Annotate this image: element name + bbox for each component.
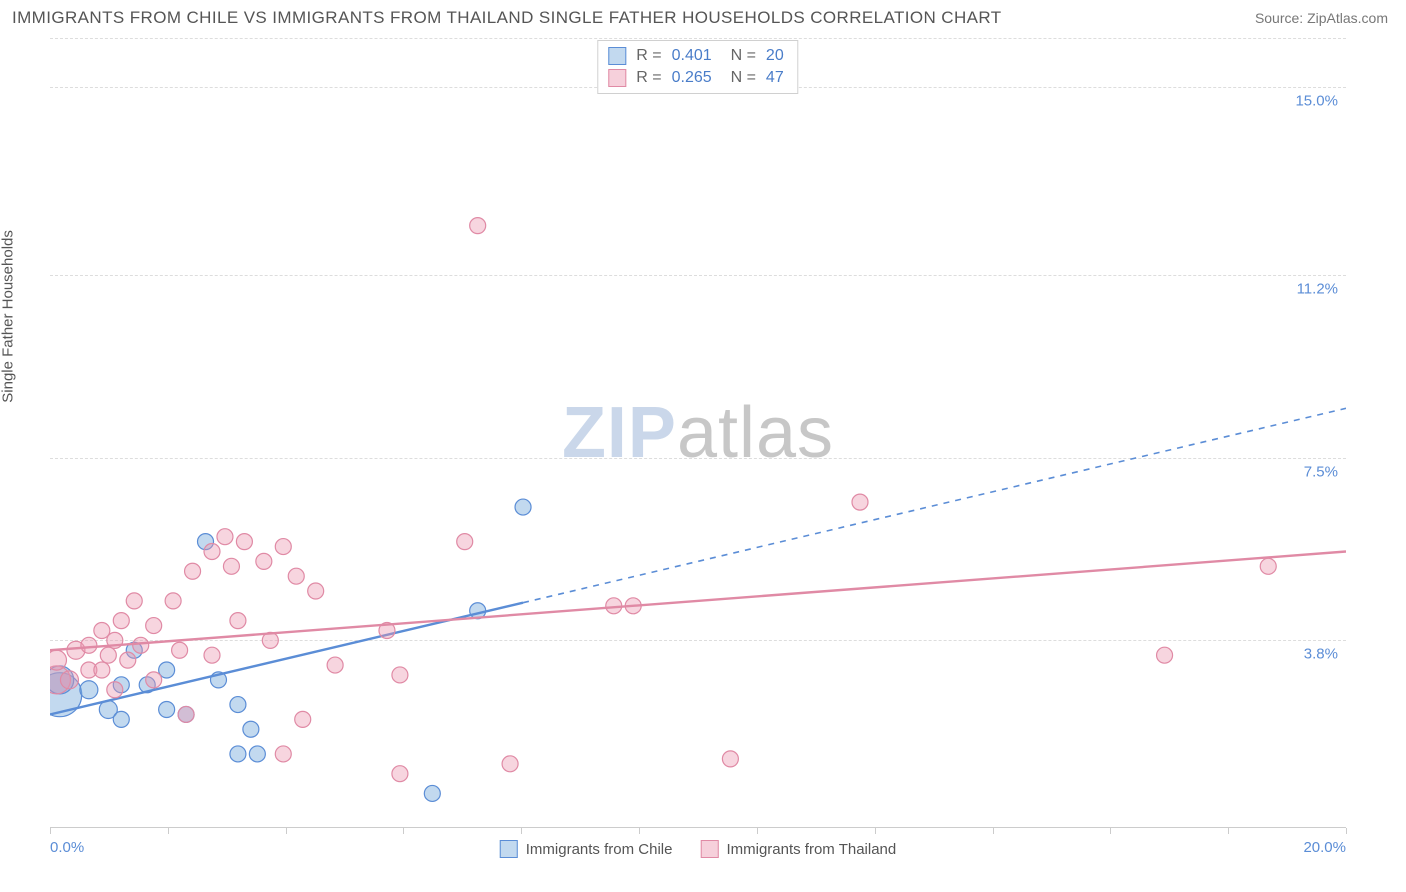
data-point: [424, 785, 440, 801]
data-point: [113, 711, 129, 727]
data-point: [852, 494, 868, 510]
data-point: [185, 563, 201, 579]
n-label: N =: [722, 45, 756, 67]
data-point: [243, 721, 259, 737]
data-point: [223, 558, 239, 574]
x-min-label: 0.0%: [50, 839, 84, 856]
legend-row-thailand: R = 0.265 N = 47: [608, 67, 783, 89]
plot-area: ZIPatlas 3.8%7.5%11.2%15.0% R = 0.401 N …: [50, 38, 1346, 828]
data-point: [94, 662, 110, 678]
data-point: [249, 746, 265, 762]
data-point: [146, 618, 162, 634]
data-point: [392, 766, 408, 782]
swatch-pink-icon: [608, 69, 626, 87]
data-point: [230, 697, 246, 713]
data-point: [172, 642, 188, 658]
data-point: [100, 647, 116, 663]
source-label: Source: ZipAtlas.com: [1255, 10, 1388, 26]
x-tick: [1346, 828, 1347, 834]
x-tick: [403, 828, 404, 834]
legend-label-chile: Immigrants from Chile: [526, 841, 673, 858]
data-point: [288, 568, 304, 584]
data-point: [120, 652, 136, 668]
scatter-plot: [50, 38, 1346, 828]
data-point: [204, 647, 220, 663]
data-point: [178, 706, 194, 722]
data-point: [308, 583, 324, 599]
data-point: [133, 637, 149, 653]
data-point: [327, 657, 343, 673]
r-label: R =: [636, 45, 661, 67]
data-point: [275, 746, 291, 762]
legend-item-thailand: Immigrants from Thailand: [700, 840, 896, 858]
trend-line: [50, 552, 1346, 651]
data-point: [515, 499, 531, 515]
trend-line-extrapolated: [523, 408, 1346, 602]
x-tick: [639, 828, 640, 834]
x-tick: [286, 828, 287, 834]
data-point: [275, 539, 291, 555]
x-tick: [168, 828, 169, 834]
data-point: [81, 637, 97, 653]
data-point: [230, 613, 246, 629]
n-label: N =: [722, 67, 756, 89]
legend-label-thailand: Immigrants from Thailand: [726, 841, 896, 858]
data-point: [217, 529, 233, 545]
data-point: [165, 593, 181, 609]
data-point: [1157, 647, 1173, 663]
data-point: [1260, 558, 1276, 574]
swatch-pink-icon: [700, 840, 718, 858]
legend-row-chile: R = 0.401 N = 20: [608, 45, 783, 67]
x-tick: [1110, 828, 1111, 834]
n-value-thailand: 47: [766, 67, 784, 89]
data-point: [107, 682, 123, 698]
legend-item-chile: Immigrants from Chile: [500, 840, 673, 858]
data-point: [126, 593, 142, 609]
r-label: R =: [636, 67, 661, 89]
data-point: [159, 702, 175, 718]
data-point: [236, 534, 252, 550]
data-point: [470, 218, 486, 234]
chart-container: IMMIGRANTS FROM CHILE VS IMMIGRANTS FROM…: [0, 0, 1406, 892]
r-value-chile: 0.401: [672, 45, 712, 67]
data-point: [146, 672, 162, 688]
r-value-thailand: 0.265: [672, 67, 712, 89]
x-tick: [757, 828, 758, 834]
x-tick: [521, 828, 522, 834]
data-point: [256, 553, 272, 569]
data-point: [113, 613, 129, 629]
data-point: [295, 711, 311, 727]
n-value-chile: 20: [766, 45, 784, 67]
data-point: [230, 746, 246, 762]
data-point: [457, 534, 473, 550]
swatch-blue-icon: [608, 47, 626, 65]
x-max-label: 20.0%: [1303, 839, 1346, 856]
x-tick: [993, 828, 994, 834]
legend-stats: R = 0.401 N = 20 R = 0.265 N = 47: [597, 40, 798, 94]
swatch-blue-icon: [500, 840, 518, 858]
chart-title: IMMIGRANTS FROM CHILE VS IMMIGRANTS FROM…: [12, 8, 1002, 28]
y-axis-label: Single Father Households: [0, 230, 17, 403]
legend-series: Immigrants from Chile Immigrants from Th…: [500, 840, 897, 858]
data-point: [392, 667, 408, 683]
data-point: [204, 544, 220, 560]
x-tick: [875, 828, 876, 834]
data-point: [50, 650, 66, 670]
x-tick: [1228, 828, 1229, 834]
data-point: [60, 671, 78, 689]
data-point: [722, 751, 738, 767]
x-tick: [50, 828, 51, 834]
data-point: [80, 681, 98, 699]
data-point: [502, 756, 518, 772]
